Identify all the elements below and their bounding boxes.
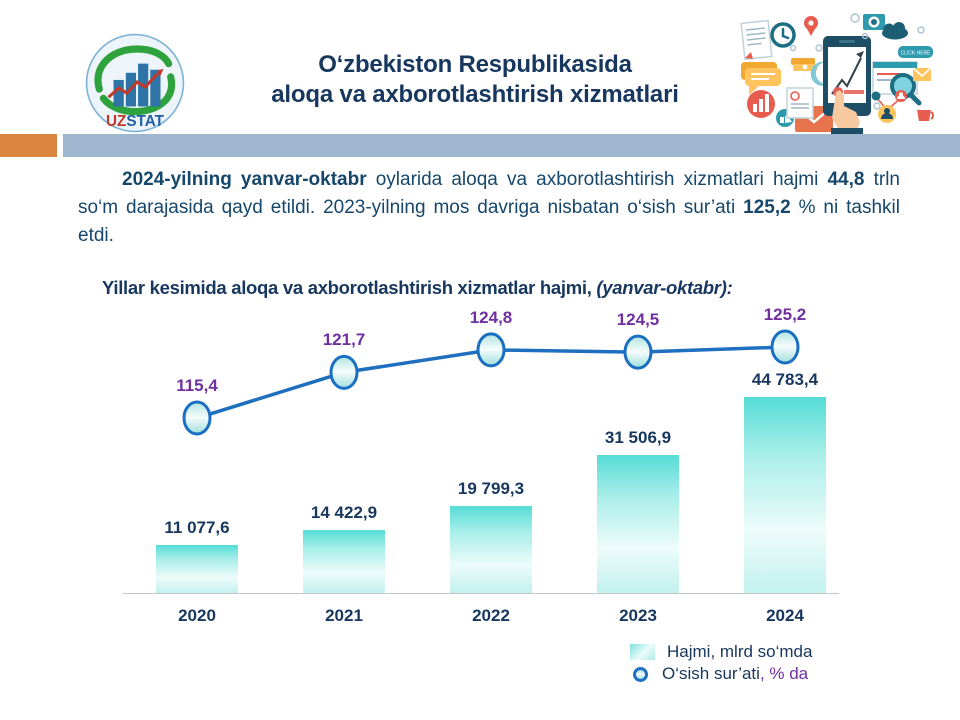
intro-text-2: trln so‘m darajasida qayd etildi. 2023-y… [78,169,900,218]
cloud-icon [882,22,908,40]
chart-legend: Hajmi, mlrd so‘mda O‘sish sur’ati, % da [630,641,812,685]
growth-rate-label-2023: 124,5 [616,310,660,330]
clock-icon [770,22,796,48]
legend-item-line: O‘sish sur’ati, % da [630,663,812,685]
logo-swoosh-bottom [99,73,176,116]
legend-bar-label: Hajmi, mlrd so‘mda [667,642,813,661]
decorative-dots [789,13,925,110]
logo-swoosh-top [94,45,173,93]
x-axis-line [123,593,839,594]
trend-marker-2022 [476,332,506,368]
growth-rate-label-2024: 125,2 [763,305,807,325]
line-series-marker-icon [633,666,648,682]
legend-line-label: O‘sish sur’ati, % da [662,664,809,683]
user-network-icon [871,90,907,123]
uzstat-logo: UZSTAT [85,33,185,133]
combo-chart: 11 077,6 2020 115,4 14 422,9 2021 121,7 19 799… [0,300,960,645]
legend-item-bars: Hajmi, mlrd so‘mda [630,641,812,663]
intro-text-1: oylarida aloqa va axborotlashtirish xizm… [366,169,828,190]
x-axis-label-2022: 2022 [472,606,510,625]
trend-marker-2021 [329,354,359,390]
bar-2024 [744,397,826,593]
x-axis-label-2024: 2024 [766,606,804,625]
chart-title-main: Yillar kesimida aloqa va axborotlashtiri… [102,277,592,298]
bar-value-label-2021: 14 422,9 [310,502,378,522]
trend-marker-2020 [182,400,212,436]
bar-value-label-2024: 44 783,4 [751,370,819,389]
intro-bold-growth: 125,2 [743,197,791,218]
svg-text:CLICK HERE: CLICK HERE [900,51,931,57]
communications-illustration: CLICK HERE [740,13,935,136]
logo-trend-arrow-icon [157,68,164,78]
camera-icon [863,14,885,30]
page-title: O‘zbekiston Respublikasida aloqa va axbo… [180,50,770,110]
email-document-icon [786,87,814,119]
logo-wordmark: UZSTAT [106,113,165,130]
page-title-line1: O‘zbekiston Respublikasida [318,51,632,78]
logo-trend-icon [107,72,159,99]
pie-chart-icon [747,90,775,118]
trend-line-layer [182,329,800,436]
bar-series-swatch-icon [630,644,655,660]
trend-marker-2024 [770,329,800,365]
speech-bubble-icon [741,62,781,95]
document-icon [740,19,773,61]
bar-value-label-2023: 31 506,9 [604,428,672,448]
location-pin-icon [804,16,818,36]
tablet-icon [823,36,871,116]
x-axis-label-2020: 2020 [178,606,216,625]
bar-2023 [597,455,679,593]
coffee-cup-icon [917,110,935,121]
intro-paragraph: 2024-yilning yanvar-oktabr oylarida aloq… [78,166,900,250]
page-title-line2: aloqa va axborotlashtirish xizmatlari [271,81,679,108]
bar-value-label-2022: 19 799,3 [457,479,525,499]
growth-rate-label-2021: 121,7 [322,330,366,350]
bar-2022 [450,506,532,593]
bar-2020 [156,544,238,593]
pointing-hand-icon [831,90,863,136]
growth-rate-label-2022: 124,8 [469,307,513,327]
money-icon [791,58,817,71]
accent-stripe-blue [63,134,960,157]
crescent-icon [810,61,829,86]
bar-value-label-2020: 11 077,6 [164,517,230,537]
intro-bold-volume: 44,8 [827,169,865,190]
trend-marker-2023 [623,334,653,370]
x-axis-label-2023: 2023 [619,606,657,625]
small-envelope-icon [912,67,932,81]
x-axis-label-2021: 2021 [325,606,363,625]
chart-title: Yillar kesimida aloqa va axborotlashtiri… [102,277,862,299]
click-here-button: CLICK HERE [898,46,933,58]
growth-rate-label-2020: 115,4 [176,376,218,396]
intro-bold-period: 2024-yilning yanvar-oktabr [122,169,367,190]
bar-2021 [303,529,385,593]
chart-title-note: (yanvar-oktabr): [591,277,733,298]
accent-stripe-orange [0,134,57,157]
intro-text-3: % ni tashkil etdi. [78,197,900,246]
